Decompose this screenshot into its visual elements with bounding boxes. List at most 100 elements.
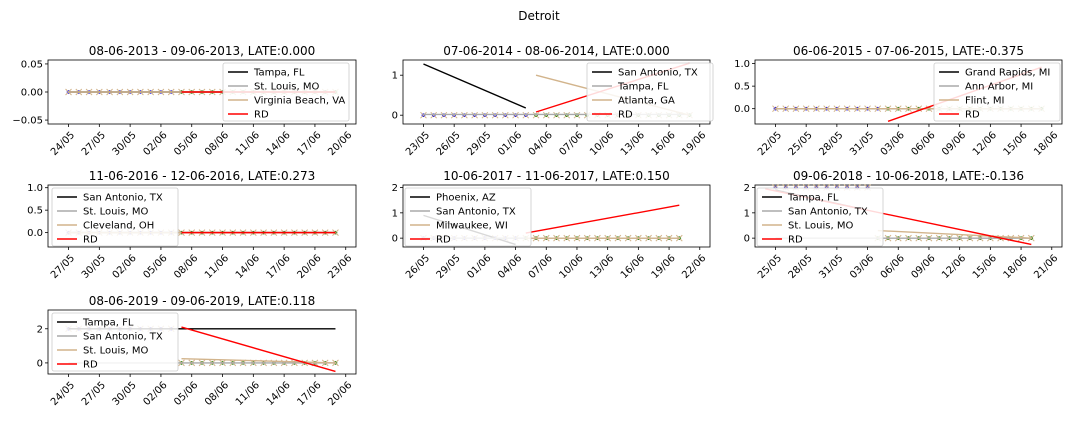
legend-box <box>586 62 714 122</box>
y-tick-label: 0 <box>744 234 750 245</box>
legend-label: St. Louis, MO <box>254 82 319 93</box>
x-tick-label: 25/05 <box>756 253 784 281</box>
x-tick-label: 03/06 <box>848 253 876 281</box>
x-tick-label: 08/06 <box>203 380 231 408</box>
legend-label: Grand Rapids, MI <box>965 68 1050 79</box>
y-tick-label: 1 <box>392 208 398 219</box>
control-marker <box>420 111 427 119</box>
y-tick-label: 0.05 <box>21 59 43 70</box>
x-tick-label: 11/06 <box>234 380 262 408</box>
x-tick-label: 02/06 <box>111 253 139 281</box>
chart-title: 08-06-2019 - 09-06-2019, LATE:0.118 <box>89 294 316 308</box>
x-tick-label: 24/05 <box>49 380 77 408</box>
legend-label: San Antonio, TX <box>83 332 163 343</box>
series-line <box>877 229 1032 239</box>
x-tick-label: 26/05 <box>435 130 463 158</box>
y-tick-label: 2 <box>744 183 750 194</box>
series-line <box>423 63 527 109</box>
chart-panel: 08-06-2019 - 09-06-2019, LATE:0.118 2 0 24/… <box>37 294 357 408</box>
legend-label: Milwaukee, WI <box>436 221 508 232</box>
y-tick-label: 0.0 <box>27 228 43 239</box>
x-tick-label: 05/06 <box>172 380 200 408</box>
control-marker <box>553 111 560 119</box>
x-tick-label: 19/06 <box>650 253 678 281</box>
x-tick-label: 15/06 <box>971 253 999 281</box>
x-tick-label: 09/06 <box>940 130 968 158</box>
y-tick-label: 1 <box>744 208 750 219</box>
control-marker <box>573 111 581 119</box>
control-marker <box>512 111 519 119</box>
x-tick-label: 13/06 <box>619 130 647 158</box>
x-tick-label: 20/06 <box>326 130 354 158</box>
control-marker <box>563 111 571 119</box>
x-tick-label: 01/06 <box>465 253 493 281</box>
legend-label: Atlanta, GA <box>618 96 675 107</box>
control-marker <box>522 111 530 119</box>
x-tick-label: 30/05 <box>80 253 108 281</box>
y-tick-label: 0.0 <box>734 104 750 115</box>
y-tick-label: 0 <box>392 234 398 245</box>
x-tick-label: 17/06 <box>265 253 293 281</box>
x-tick-label: 30/05 <box>111 380 139 408</box>
legend-label: Tampa, FL <box>253 68 305 79</box>
x-tick-label: 17/06 <box>295 130 323 158</box>
chart-panel: 10-06-2017 - 11-06-2017, LATE:0.150 2 1 0 26… <box>392 169 711 281</box>
legend-label: St. Louis, MO <box>83 207 148 218</box>
chart-panel: 11-06-2016 - 12-06-2016, LATE:0.273 1.0 0.… <box>27 169 357 281</box>
panels: 08-06-2013 - 09-06-2013, LATE:0.000 0.05 0… <box>12 44 1063 408</box>
chart-title: 11-06-2016 - 12-06-2016, LATE:0.273 <box>89 169 316 183</box>
legend-label: Virginia Beach, VA <box>254 96 345 107</box>
x-tick-label: 01/06 <box>496 130 524 158</box>
y-tick-label: 0.5 <box>734 82 750 93</box>
control-marker <box>430 111 438 119</box>
control-marker <box>450 111 458 119</box>
legend-label: Tampa, FL <box>787 193 839 204</box>
x-tick-label: 27/05 <box>80 380 108 408</box>
x-tick-label: 29/05 <box>465 130 493 158</box>
x-tick-label: 22/06 <box>680 253 708 281</box>
x-tick-label: 14/06 <box>234 253 262 281</box>
x-tick-label: 23/06 <box>326 253 354 281</box>
chart-title: 10-06-2017 - 11-06-2017, LATE:0.150 <box>443 169 670 183</box>
legend-box <box>51 312 179 372</box>
chart-title: 09-06-2018 - 10-06-2018, LATE:-0.136 <box>793 169 1024 183</box>
x-tick-label: 12/06 <box>971 130 999 158</box>
x-tick-label: 18/06 <box>1032 130 1060 158</box>
chart-panel: 08-06-2013 - 09-06-2013, LATE:0.000 0.05 0… <box>12 44 357 158</box>
x-tick-label: 03/06 <box>879 130 907 158</box>
x-tick-label: 04/06 <box>496 253 524 281</box>
x-tick-label: 31/05 <box>848 130 876 158</box>
x-tick-label: 28/05 <box>787 253 815 281</box>
x-tick-label: 17/06 <box>295 380 323 408</box>
control-marker <box>542 111 550 119</box>
x-tick-label: 16/06 <box>619 253 647 281</box>
series-line <box>181 357 336 364</box>
x-tick-label: 31/05 <box>817 253 845 281</box>
x-tick-label: 07/06 <box>557 130 585 158</box>
legend-box <box>51 187 179 247</box>
legend-label: RD <box>83 360 98 371</box>
x-tick-label: 07/06 <box>527 253 555 281</box>
control-marker <box>440 111 448 119</box>
legend-box <box>756 187 884 247</box>
legend-box <box>404 187 532 247</box>
x-tick-label: 11/06 <box>234 130 262 158</box>
y-tick-label: 1 <box>392 71 398 82</box>
legend-label: RD <box>788 235 803 246</box>
legend-label: Phoenix, AZ <box>436 193 496 204</box>
x-tick-label: 16/06 <box>650 130 678 158</box>
legend-label: St. Louis, MO <box>788 221 853 232</box>
legend-label: RD <box>436 235 451 246</box>
x-tick-label: 20/06 <box>326 380 354 408</box>
control-marker <box>501 111 509 119</box>
x-tick-label: 27/05 <box>80 130 108 158</box>
y-tick-label: −0.05 <box>12 116 43 127</box>
x-tick-label: 22/05 <box>756 130 784 158</box>
x-tick-label: 26/05 <box>404 253 432 281</box>
x-tick-label: 05/06 <box>141 253 169 281</box>
y-tick-label: 1.0 <box>734 59 750 70</box>
x-tick-label: 14/06 <box>265 130 293 158</box>
legend-label: Tampa, FL <box>82 318 134 329</box>
chart-panel: 06-06-2015 - 07-06-2015, LATE:-0.375 1.0 0… <box>734 44 1063 158</box>
